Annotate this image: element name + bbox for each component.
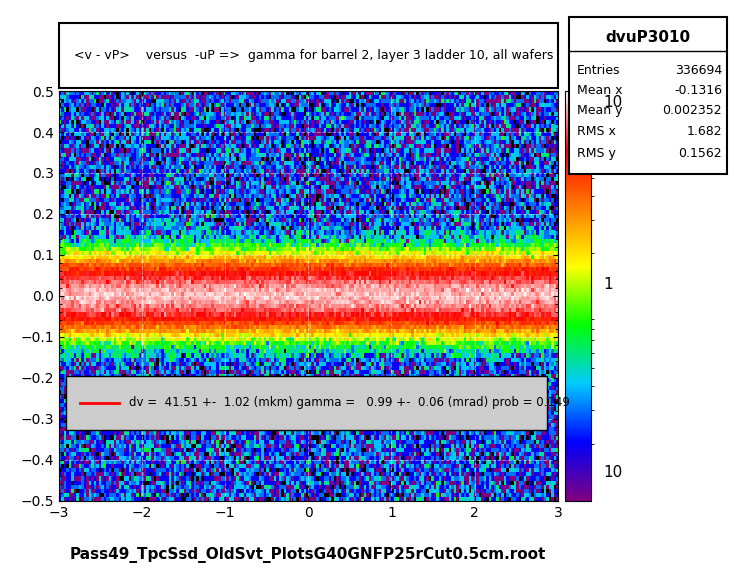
Text: 1.682: 1.682 [686, 125, 722, 138]
Text: Pass49_TpcSsd_OldSvt_PlotsG40GNFP25rCut0.5cm.root: Pass49_TpcSsd_OldSvt_PlotsG40GNFP25rCut0… [70, 547, 547, 563]
Text: Mean x: Mean x [577, 84, 622, 97]
Text: 0.1562: 0.1562 [678, 147, 722, 160]
Text: dv =  41.51 +-  1.02 (mkm) gamma =   0.99 +-  0.06 (mrad) prob = 0.149: dv = 41.51 +- 1.02 (mkm) gamma = 0.99 +-… [128, 396, 570, 409]
Text: <v - vP>    versus  -uP =>  gamma for barrel 2, layer 3 ladder 10, all wafers: <v - vP> versus -uP => gamma for barrel … [73, 49, 553, 62]
Text: dvuP3010: dvuP3010 [606, 30, 690, 44]
Text: 10: 10 [603, 95, 622, 110]
Text: 336694: 336694 [675, 64, 722, 77]
Text: -0.1316: -0.1316 [674, 84, 722, 97]
Text: Entries: Entries [577, 64, 620, 77]
Text: RMS y: RMS y [577, 147, 616, 160]
Text: RMS x: RMS x [577, 125, 616, 138]
Text: Mean y: Mean y [577, 105, 622, 117]
Text: 0.002352: 0.002352 [662, 105, 722, 117]
Text: 10: 10 [603, 465, 622, 480]
Text: 1: 1 [603, 277, 613, 292]
